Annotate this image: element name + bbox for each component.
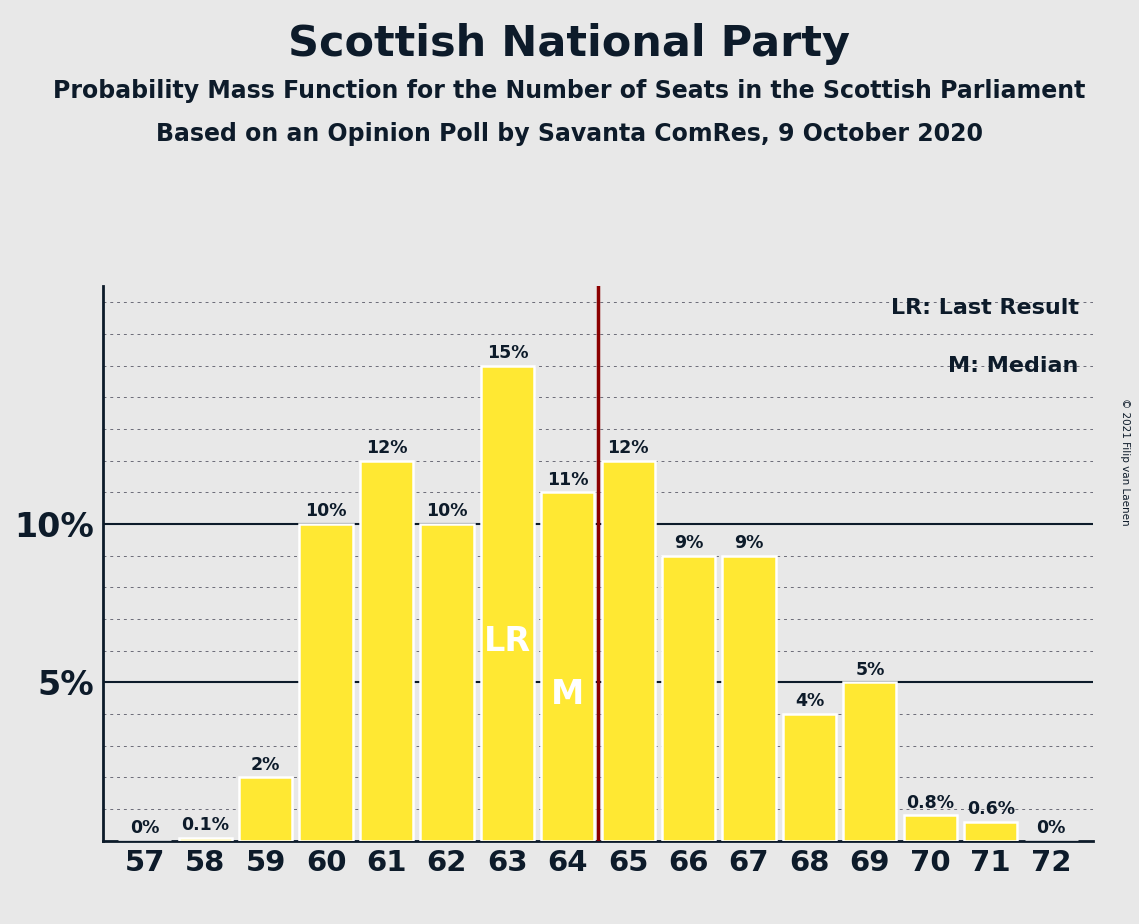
Text: LR: Last Result: LR: Last Result [891, 298, 1079, 318]
Text: LR: LR [484, 625, 531, 658]
Text: 2%: 2% [251, 756, 280, 773]
Text: 11%: 11% [547, 470, 589, 489]
Text: 12%: 12% [366, 439, 408, 456]
Bar [300, 524, 353, 841]
Bar [782, 714, 836, 841]
Text: 9%: 9% [735, 534, 764, 552]
Bar [481, 366, 534, 841]
Bar [722, 555, 776, 841]
Bar [179, 838, 232, 841]
Text: 5%: 5% [855, 661, 885, 678]
Text: 0.6%: 0.6% [967, 800, 1015, 818]
Bar [843, 683, 896, 841]
Text: Based on an Opinion Poll by Savanta ComRes, 9 October 2020: Based on an Opinion Poll by Savanta ComR… [156, 122, 983, 146]
Text: Scottish National Party: Scottish National Party [288, 23, 851, 65]
Text: 0%: 0% [130, 819, 159, 837]
Text: © 2021 Filip van Laenen: © 2021 Filip van Laenen [1121, 398, 1130, 526]
Bar [420, 524, 474, 841]
Text: Probability Mass Function for the Number of Seats in the Scottish Parliament: Probability Mass Function for the Number… [54, 79, 1085, 103]
Text: 0.1%: 0.1% [181, 816, 229, 833]
Bar [360, 461, 413, 841]
Bar [601, 461, 655, 841]
Bar [964, 821, 1017, 841]
Text: 9%: 9% [674, 534, 703, 552]
Bar [239, 777, 293, 841]
Bar [903, 816, 957, 841]
Text: 10%: 10% [305, 503, 346, 520]
Bar [662, 555, 715, 841]
Text: M: M [551, 678, 584, 711]
Bar [541, 492, 595, 841]
Text: 4%: 4% [795, 692, 825, 711]
Text: 15%: 15% [486, 344, 528, 362]
Text: 0%: 0% [1036, 819, 1066, 837]
Text: M: Median: M: Median [948, 356, 1079, 376]
Text: 0.8%: 0.8% [907, 794, 954, 811]
Text: 12%: 12% [607, 439, 649, 456]
Text: 10%: 10% [426, 503, 468, 520]
